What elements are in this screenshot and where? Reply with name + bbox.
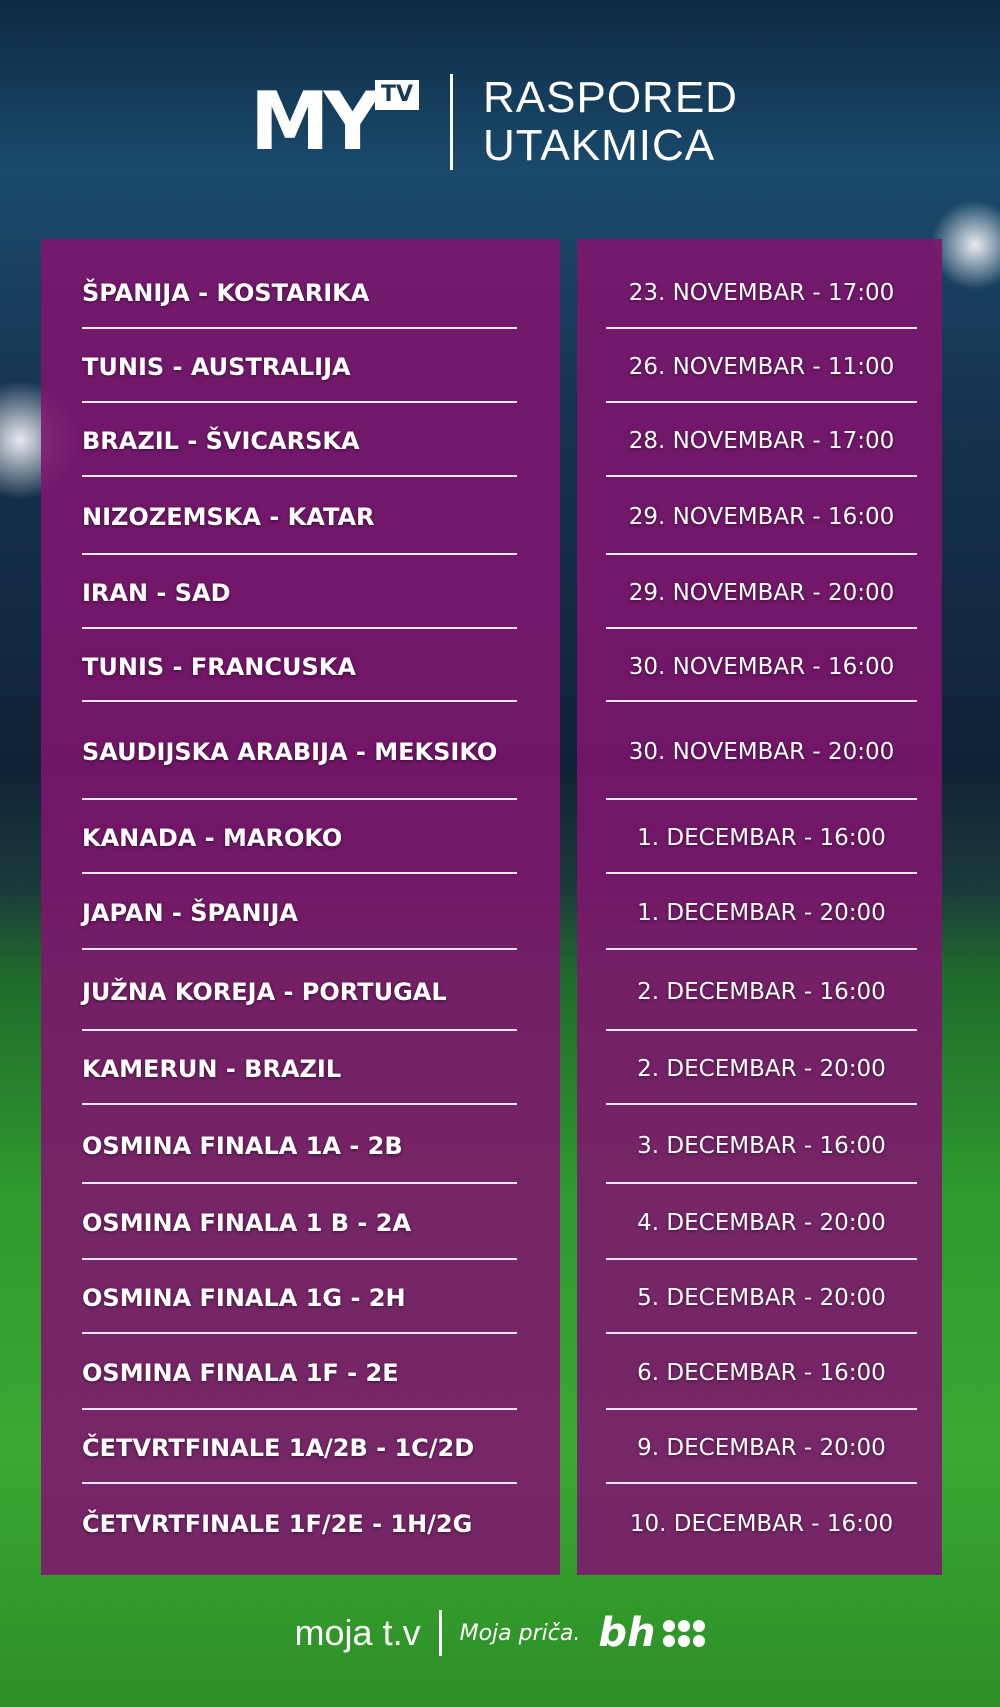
date-row: 1. DECEMBAR - 20:00 xyxy=(606,878,917,950)
moja-tv-logo: moja t.v xyxy=(294,1612,421,1653)
title-line-2: UTAKMICA xyxy=(483,121,716,170)
page-title: RASPORED UTAKMICA xyxy=(483,74,738,170)
match-row: KANADA - MAROKO xyxy=(82,804,517,874)
match-row: OSMINA FINALA 1A - 2B xyxy=(82,1109,517,1184)
match-date: 30. NOVEMBAR - 20:00 xyxy=(628,739,895,765)
date-row: 23. NOVEMBAR - 17:00 xyxy=(606,259,917,329)
match-teams: KANADA - MAROKO xyxy=(82,824,343,852)
match-row: KAMERUN - BRAZIL xyxy=(82,1035,517,1105)
bh-text: bh xyxy=(598,1610,656,1656)
match-teams: OSMINA FINALA 1A - 2B xyxy=(82,1131,403,1160)
match-row: OSMINA FINALA 1G - 2H xyxy=(82,1264,517,1334)
date-row: 2. DECEMBAR - 20:00 xyxy=(606,1035,917,1105)
date-row: 5. DECEMBAR - 20:00 xyxy=(606,1264,917,1334)
match-teams: ŠPANIJA - KOSTARIKA xyxy=(82,279,370,307)
match-row: ŠPANIJA - KOSTARIKA xyxy=(82,259,517,329)
match-row: ČETVRTFINALE 1A/2B - 1C/2D xyxy=(82,1414,517,1484)
match-teams: IRAN - SAD xyxy=(82,579,231,607)
match-row: NIZOZEMSKA - KATAR xyxy=(82,481,517,555)
match-date: 1. DECEMBAR - 16:00 xyxy=(637,825,886,851)
date-row: 10. DECEMBAR - 16:00 xyxy=(606,1488,917,1559)
match-row: OSMINA FINALA 1F - 2E xyxy=(82,1338,517,1410)
match-date: 2. DECEMBAR - 16:00 xyxy=(637,978,886,1005)
match-date: 30. NOVEMBAR - 16:00 xyxy=(628,653,895,680)
match-teams: OSMINA FINALA 1 B - 2A xyxy=(82,1209,412,1237)
logo-main: MY xyxy=(250,75,382,168)
match-teams: OSMINA FINALA 1G - 2H xyxy=(82,1284,406,1312)
match-date: 5. DECEMBAR - 20:00 xyxy=(637,1285,886,1311)
dates-panel: 23. NOVEMBAR - 17:00 26. NOVEMBAR - 11:00… xyxy=(577,239,942,1575)
match-date: 6. DECEMBAR - 16:00 xyxy=(637,1360,886,1386)
logo-sub: TV xyxy=(375,80,420,110)
match-date: 10. DECEMBAR - 16:00 xyxy=(629,1510,894,1537)
date-row: 2. DECEMBAR - 16:00 xyxy=(606,954,917,1031)
match-row: OSMINA FINALA 1 B - 2A xyxy=(82,1188,517,1260)
date-row: 6. DECEMBAR - 16:00 xyxy=(606,1338,917,1410)
match-date: 29. NOVEMBAR - 20:00 xyxy=(628,580,895,606)
match-teams: ČETVRTFINALE 1A/2B - 1C/2D xyxy=(82,1434,475,1462)
match-date: 29. NOVEMBAR - 16:00 xyxy=(628,504,895,530)
match-date: 9. DECEMBAR - 20:00 xyxy=(637,1435,886,1461)
date-row: 30. NOVEMBAR - 16:00 xyxy=(606,633,917,702)
match-date: 1. DECEMBAR - 20:00 xyxy=(637,900,886,926)
date-row: 3. DECEMBAR - 16:00 xyxy=(606,1109,917,1184)
match-row: BRAZIL - ŠVICARSKA xyxy=(82,407,517,477)
match-teams: TUNIS - FRANCUSKA xyxy=(82,652,356,681)
match-teams: ČETVRTFINALE 1F/2E - 1H/2G xyxy=(82,1509,473,1538)
match-teams: KAMERUN - BRAZIL xyxy=(82,1055,342,1083)
match-date: 26. NOVEMBAR - 11:00 xyxy=(628,354,895,380)
match-row: JAPAN - ŠPANIJA xyxy=(82,878,517,950)
footer-divider xyxy=(438,1610,442,1656)
match-teams: SAUDIJSKA ARABIJA - MEKSIKO xyxy=(82,738,498,766)
date-row: 29. NOVEMBAR - 20:00 xyxy=(606,559,917,629)
match-row: JUŽNA KOREJA - PORTUGAL xyxy=(82,954,517,1031)
date-row: 26. NOVEMBAR - 11:00 xyxy=(606,333,917,403)
match-date: 2. DECEMBAR - 20:00 xyxy=(637,1056,886,1082)
bh-dots-icon xyxy=(663,1619,706,1647)
match-date: 4. DECEMBAR - 20:00 xyxy=(637,1210,886,1236)
match-row: IRAN - SAD xyxy=(82,559,517,629)
date-row: 30. NOVEMBAR - 20:00 xyxy=(606,706,917,800)
match-row: TUNIS - FRANCUSKA xyxy=(82,633,517,702)
match-teams: TUNIS - AUSTRALIJA xyxy=(82,353,351,381)
match-teams: JUŽNA KOREJA - PORTUGAL xyxy=(82,977,447,1006)
match-teams: JAPAN - ŠPANIJA xyxy=(82,899,298,927)
date-row: 28. NOVEMBAR - 17:00 xyxy=(606,407,917,477)
slogan: Moja priča. xyxy=(459,1620,581,1646)
mytv-logo: MY TV xyxy=(230,72,420,172)
match-row: TUNIS - AUSTRALIJA xyxy=(82,333,517,403)
match-teams: OSMINA FINALA 1F - 2E xyxy=(82,1359,399,1387)
match-teams: BRAZIL - ŠVICARSKA xyxy=(82,427,360,455)
bh-telecom-logo: bh xyxy=(598,1610,706,1656)
header: MY TV RASPORED UTAKMICA xyxy=(230,72,738,172)
match-date: 3. DECEMBAR - 16:00 xyxy=(637,1132,886,1159)
match-row: ČETVRTFINALE 1F/2E - 1H/2G xyxy=(82,1488,517,1559)
date-row: 4. DECEMBAR - 20:00 xyxy=(606,1188,917,1260)
title-line-1: RASPORED xyxy=(483,73,738,122)
date-row: 1. DECEMBAR - 16:00 xyxy=(606,804,917,874)
match-teams: NIZOZEMSKA - KATAR xyxy=(82,503,375,531)
footer: moja t.v Moja priča. bh xyxy=(0,1610,1000,1656)
match-date: 23. NOVEMBAR - 17:00 xyxy=(628,280,895,306)
matches-panel: ŠPANIJA - KOSTARIKA TUNIS - AUSTRALIJA BRA… xyxy=(41,239,560,1575)
match-row: SAUDIJSKA ARABIJA - MEKSIKO xyxy=(82,706,517,800)
date-row: 9. DECEMBAR - 20:00 xyxy=(606,1414,917,1484)
match-date: 28. NOVEMBAR - 17:00 xyxy=(628,428,895,454)
header-divider xyxy=(450,74,453,170)
date-row: 29. NOVEMBAR - 16:00 xyxy=(606,481,917,555)
